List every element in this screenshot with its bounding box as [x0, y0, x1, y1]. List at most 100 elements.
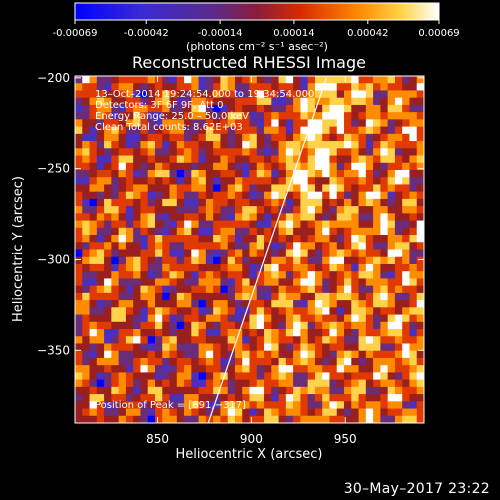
heatmap-cell: [416, 104, 424, 113]
heatmap-cell: [322, 300, 330, 308]
heatmap-cell: [125, 372, 134, 381]
heatmap-cell: [213, 379, 221, 388]
heatmap-cell: [104, 184, 112, 193]
heatmap-cell: [293, 314, 301, 323]
heatmap-cell: [380, 83, 389, 91]
heatmap-cell: [387, 112, 396, 120]
heatmap-cell: [213, 365, 221, 373]
heatmap-cell: [75, 321, 83, 330]
heatmap-cell: [271, 271, 279, 279]
heatmap-cell: [169, 184, 178, 193]
heatmap-cell: [82, 386, 90, 395]
heatmap-cell: [176, 191, 185, 200]
heatmap-cell: [344, 372, 352, 381]
heatmap-cell: [249, 343, 258, 352]
heatmap-cell: [154, 126, 163, 135]
heatmap-cell: [314, 213, 323, 221]
heatmap-cell: [184, 191, 192, 200]
heatmap-cell: [394, 292, 403, 301]
heatmap-cell: [416, 386, 424, 395]
heatmap-cell: [162, 278, 170, 287]
heatmap-cell: [293, 365, 301, 373]
heatmap-cell: [307, 278, 316, 287]
heatmap-cell: [162, 386, 170, 395]
heatmap-cell: [242, 350, 250, 359]
heatmap-cell: [365, 155, 374, 164]
heatmap-cell: [271, 83, 279, 91]
heatmap-cell: [111, 379, 120, 388]
heatmap-cell: [365, 83, 374, 91]
heatmap-cell: [147, 357, 156, 366]
heatmap-cell: [307, 379, 316, 388]
heatmap-cell: [89, 213, 98, 221]
heatmap-cell: [322, 357, 330, 366]
heatmap-cell: [373, 177, 381, 185]
heatmap-cell: [184, 394, 192, 402]
heatmap-cell: [96, 169, 105, 178]
heatmap-cell: [264, 148, 272, 156]
heatmap-cell: [416, 76, 424, 84]
heatmap-cell: [169, 141, 178, 149]
heatmap-cell: [264, 198, 272, 207]
heatmap-cell: [373, 401, 381, 409]
heatmap-cell: [176, 285, 185, 294]
heatmap-cell: [373, 386, 381, 395]
heatmap-cell: [125, 177, 134, 185]
heatmap-cell: [271, 126, 279, 135]
heatmap-cell: [147, 350, 156, 359]
heatmap-cell: [314, 104, 323, 113]
heatmap-cell: [329, 300, 338, 308]
heatmap-cell: [336, 365, 345, 373]
heatmap-cell: [409, 227, 418, 236]
heatmap-cell: [162, 372, 170, 381]
heatmap-cell: [285, 206, 294, 214]
heatmap-cell: [154, 242, 163, 250]
heatmap-cell: [409, 321, 418, 330]
heatmap-cell: [176, 278, 185, 287]
heatmap-cell: [380, 379, 389, 388]
heatmap-cell: [351, 97, 359, 106]
heatmap-cell: [118, 372, 127, 381]
heatmap-cell: [300, 350, 309, 359]
heatmap-cell: [213, 350, 221, 359]
heatmap-cell: [227, 97, 236, 106]
heatmap-cell: [140, 401, 149, 409]
heatmap-cell: [264, 271, 272, 279]
heatmap-cell: [314, 177, 323, 185]
heatmap-cell: [89, 162, 98, 171]
heatmap-cell: [205, 162, 214, 171]
heatmap-cell: [227, 285, 236, 294]
heatmap-cell: [147, 220, 156, 229]
heatmap-cell: [191, 126, 199, 135]
heatmap-cell: [118, 321, 127, 330]
heatmap-cell: [82, 213, 90, 221]
heatmap-cell: [242, 271, 250, 279]
heatmap-cell: [402, 133, 410, 142]
heatmap-cell: [147, 104, 156, 113]
heatmap-cell: [227, 148, 236, 156]
heatmap-cell: [111, 112, 120, 120]
heatmap-cell: [176, 133, 185, 142]
heatmap-cell: [416, 206, 424, 214]
heatmap-cell: [205, 97, 214, 106]
heatmap-cell: [249, 97, 258, 106]
heatmap-cell: [322, 184, 330, 193]
heatmap-cell: [118, 401, 127, 409]
heatmap-cell: [191, 321, 199, 330]
heatmap-cell: [118, 198, 127, 207]
heatmap-cell: [75, 220, 83, 229]
heatmap-cell: [198, 220, 207, 229]
heatmap-cell: [205, 141, 214, 149]
heatmap-cell: [307, 386, 316, 395]
heatmap-cell: [75, 343, 83, 352]
heatmap-cell: [351, 314, 359, 323]
heatmap-cell: [220, 271, 229, 279]
heatmap-cell: [227, 242, 236, 250]
heatmap-cell: [344, 235, 352, 243]
heatmap-cell: [118, 155, 127, 164]
heatmap-cell: [125, 220, 134, 229]
heatmap-cell: [118, 76, 127, 84]
heatmap-cell: [169, 357, 178, 366]
heatmap-cell: [307, 235, 316, 243]
